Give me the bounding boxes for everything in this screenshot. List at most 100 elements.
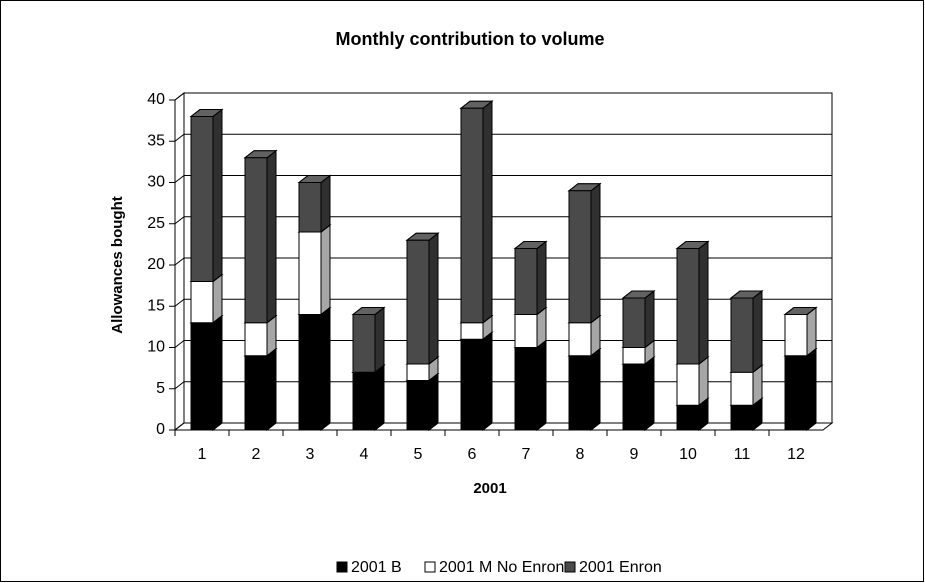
- bar-front: [568, 190, 592, 324]
- bar-side-shade: [266, 347, 277, 432]
- bar-side-shade: [374, 306, 385, 374]
- x-axis-title: 2001: [473, 480, 506, 497]
- bar-front: [244, 355, 268, 431]
- bar-side-shade: [752, 289, 763, 374]
- bar-front: [298, 182, 322, 233]
- x-tick-label: 6: [468, 446, 477, 463]
- grid-line: [174, 175, 832, 183]
- bar-segment: [243, 314, 278, 357]
- bar-segment: [351, 364, 386, 432]
- bar-front: [622, 363, 646, 431]
- bar-side-shade: [320, 306, 331, 432]
- chart-title: Monthly contribution to volume: [336, 29, 605, 49]
- bar-side-shade: [212, 314, 223, 432]
- x-tick-label: 7: [522, 446, 531, 463]
- legend-label: 2001 B: [351, 559, 402, 576]
- bar-front: [406, 363, 430, 381]
- bar-segment: [297, 223, 332, 316]
- bar-front: [622, 297, 646, 348]
- grid-line: [174, 422, 832, 431]
- bar-side-shade: [806, 306, 817, 357]
- bar-segment: [675, 240, 710, 366]
- bar-side-shade: [590, 347, 601, 432]
- y-tick-label: 5: [156, 380, 165, 397]
- bar-side-shade: [212, 273, 223, 324]
- bar-side-shade: [644, 355, 655, 432]
- grid-line: [174, 340, 832, 348]
- bar-front: [298, 314, 322, 431]
- x-tick-label: 5: [414, 446, 423, 463]
- x-tick-label: 3: [306, 446, 315, 463]
- bar-front: [298, 231, 322, 315]
- bar-front: [514, 314, 538, 348]
- grid-line: [174, 381, 832, 390]
- legend-item: 2001 M No Enron: [424, 559, 564, 576]
- legend-label: 2001 M No Enron: [439, 559, 564, 576]
- x-tick-label: 4: [360, 446, 369, 463]
- bar-front: [730, 297, 754, 373]
- bar-side-shade: [698, 355, 709, 407]
- legend-item: 2001 Enron: [564, 559, 662, 576]
- grid-line: [174, 92, 832, 101]
- x-tick-label: 2: [252, 446, 261, 463]
- bar-side-shade: [536, 240, 547, 316]
- bar-front: [676, 404, 700, 431]
- bar-side-shade: [806, 347, 817, 432]
- bar-side-shade: [590, 182, 601, 324]
- bar-front: [784, 314, 808, 357]
- bar-front: [406, 380, 430, 431]
- x-tick-label: 12: [787, 446, 805, 463]
- y-tick-label: 0: [156, 421, 165, 438]
- y-axis-title: Allowances bought: [109, 196, 126, 334]
- bar-side-shade: [698, 240, 709, 366]
- bar-side-shade: [482, 331, 493, 432]
- bar-front: [676, 248, 700, 365]
- bar-front: [460, 322, 484, 340]
- bar-front: [244, 322, 268, 357]
- legend-label: 2001 Enron: [579, 559, 662, 576]
- bar-front: [190, 281, 214, 324]
- x-tick-label: 10: [679, 446, 697, 463]
- bar-side-shade: [428, 232, 439, 366]
- bar-segment: [297, 306, 332, 432]
- bar-front: [244, 157, 268, 324]
- bar-segment: [783, 307, 818, 315]
- bar-segment: [459, 331, 494, 432]
- bar-front: [622, 347, 646, 365]
- legend-swatch: [424, 561, 436, 573]
- bar-segment: [189, 108, 224, 283]
- bar-front: [784, 355, 808, 431]
- bar-segment: [783, 347, 818, 432]
- bar-segment: [243, 149, 278, 324]
- y-tick-label: 25: [147, 215, 165, 232]
- bar-top-shade: [783, 307, 818, 315]
- bar-front: [514, 248, 538, 315]
- bar-front: [568, 322, 592, 357]
- bar-side-shade: [482, 100, 493, 324]
- bar-front: [460, 107, 484, 324]
- bar-front: [676, 363, 700, 406]
- x-tick-label: 9: [630, 446, 639, 463]
- grid-line: [174, 298, 832, 307]
- bar-segment: [189, 314, 224, 432]
- grid-line: [174, 133, 832, 142]
- bar-segment: [405, 372, 440, 432]
- bar-segment: [405, 232, 440, 366]
- legend-swatch: [564, 561, 576, 573]
- bar-segment: [459, 100, 494, 324]
- bar-segment: [729, 289, 764, 374]
- bar-front: [568, 355, 592, 431]
- y-tick-label: 40: [147, 91, 165, 108]
- y-tick-label: 20: [147, 256, 165, 273]
- bar-front: [730, 404, 754, 431]
- bar-segment: [297, 174, 332, 234]
- bar-side-shade: [320, 174, 331, 234]
- bar-segment: [621, 289, 656, 349]
- bar-segment: [567, 347, 602, 432]
- bar-segment: [621, 355, 656, 432]
- y-tick-label: 35: [147, 132, 165, 149]
- bar-side-shade: [374, 364, 385, 432]
- bar-front: [406, 239, 430, 365]
- bar-side-shade: [428, 372, 439, 432]
- bar-segment: [351, 306, 386, 374]
